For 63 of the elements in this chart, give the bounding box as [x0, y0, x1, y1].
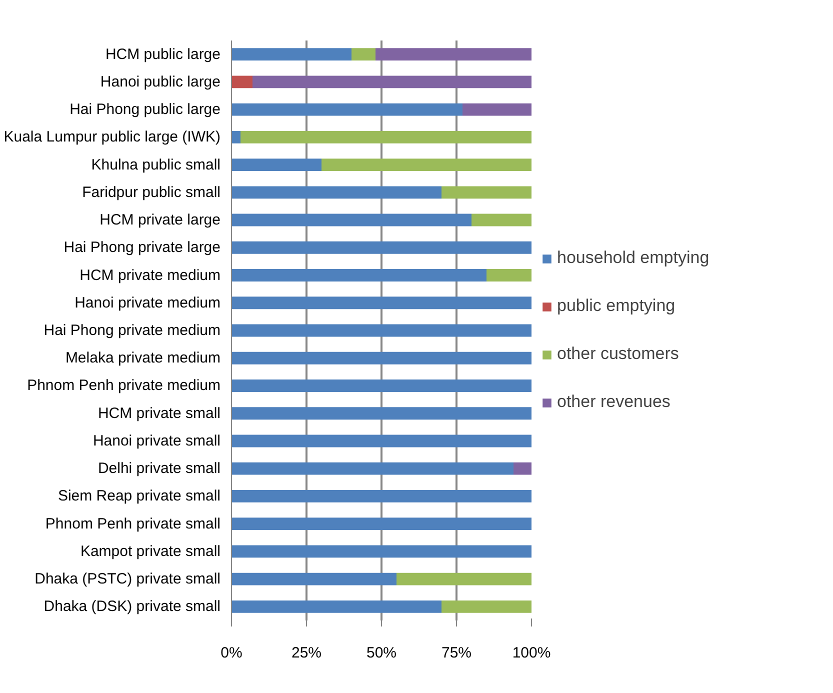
- legend-label: other revenues: [557, 392, 670, 412]
- bar: [232, 600, 442, 613]
- y-tick-label: Kampot private small: [80, 542, 221, 560]
- bar: [232, 572, 396, 586]
- y-tick-label: Melaka private medium: [65, 350, 220, 367]
- y-tick-label: Faridpur public small: [82, 184, 221, 201]
- bar: [514, 462, 532, 475]
- y-tick-label: Phnom Penh private small: [45, 515, 221, 532]
- x-tick-label: 50%: [366, 644, 397, 662]
- y-tick-label: HCM private small: [98, 404, 221, 422]
- bar: [442, 600, 532, 613]
- bar: [232, 130, 240, 144]
- bar: [232, 269, 486, 282]
- bar: [232, 241, 532, 254]
- bar: [376, 48, 532, 61]
- bar: [232, 490, 532, 502]
- y-tick-label: Dhaka (DSK) private small: [44, 598, 220, 616]
- bar: [232, 462, 514, 475]
- bar: [352, 48, 376, 61]
- bar: [232, 103, 462, 116]
- bar: [232, 158, 322, 171]
- bar: [232, 76, 252, 88]
- legend-label: household emptying: [557, 248, 710, 268]
- bar: [396, 572, 532, 586]
- x-tick-label: 75%: [441, 644, 472, 662]
- y-tick-label: Siem Reap private small: [58, 488, 220, 505]
- x-tick-label: 25%: [291, 644, 322, 662]
- y-tick-label: Hanoi public large: [100, 73, 221, 90]
- bar: [232, 434, 532, 448]
- y-tick-label: Hai Phong public large: [70, 101, 221, 118]
- bar: [240, 130, 532, 144]
- x-tick-label: 0%: [220, 644, 242, 662]
- y-tick-label: Phnom Penh private medium: [27, 377, 221, 394]
- y-tick-label: Khulna public small: [91, 156, 221, 174]
- y-tick-label: Kuala Lumpur public large (IWK): [4, 128, 221, 146]
- y-tick-label: Dhaka (PSTC) private small: [34, 570, 221, 588]
- x-tick-label: 100%: [512, 644, 551, 662]
- bar: [232, 324, 532, 337]
- bar: [472, 214, 532, 226]
- y-tick-label: HCM private medium: [80, 266, 221, 284]
- bar: [442, 186, 532, 199]
- y-tick-label: Delhi private small: [98, 460, 221, 478]
- bar: [486, 269, 532, 282]
- legend-label: public emptying: [557, 296, 676, 316]
- bar: [252, 76, 532, 88]
- bar: [232, 407, 532, 420]
- y-tick-label: Hai Phong private large: [64, 239, 221, 256]
- bar: [232, 48, 352, 61]
- bar: [232, 214, 472, 226]
- bar: [232, 186, 442, 199]
- bar: [232, 296, 532, 310]
- y-tick-label: Hanoi private small: [92, 432, 221, 450]
- legend-label: other customers: [557, 344, 679, 364]
- bar: [232, 545, 532, 558]
- bar: [232, 352, 532, 364]
- bar: [322, 158, 532, 171]
- y-tick-label: Hai Phong private medium: [44, 322, 221, 339]
- y-tick-label: Hanoi private medium: [74, 294, 221, 312]
- bar: [232, 380, 532, 392]
- y-tick-label: HCM private large: [100, 212, 221, 229]
- bar: [462, 103, 532, 116]
- bar: [232, 518, 532, 530]
- y-tick-label: HCM public large: [105, 46, 221, 63]
